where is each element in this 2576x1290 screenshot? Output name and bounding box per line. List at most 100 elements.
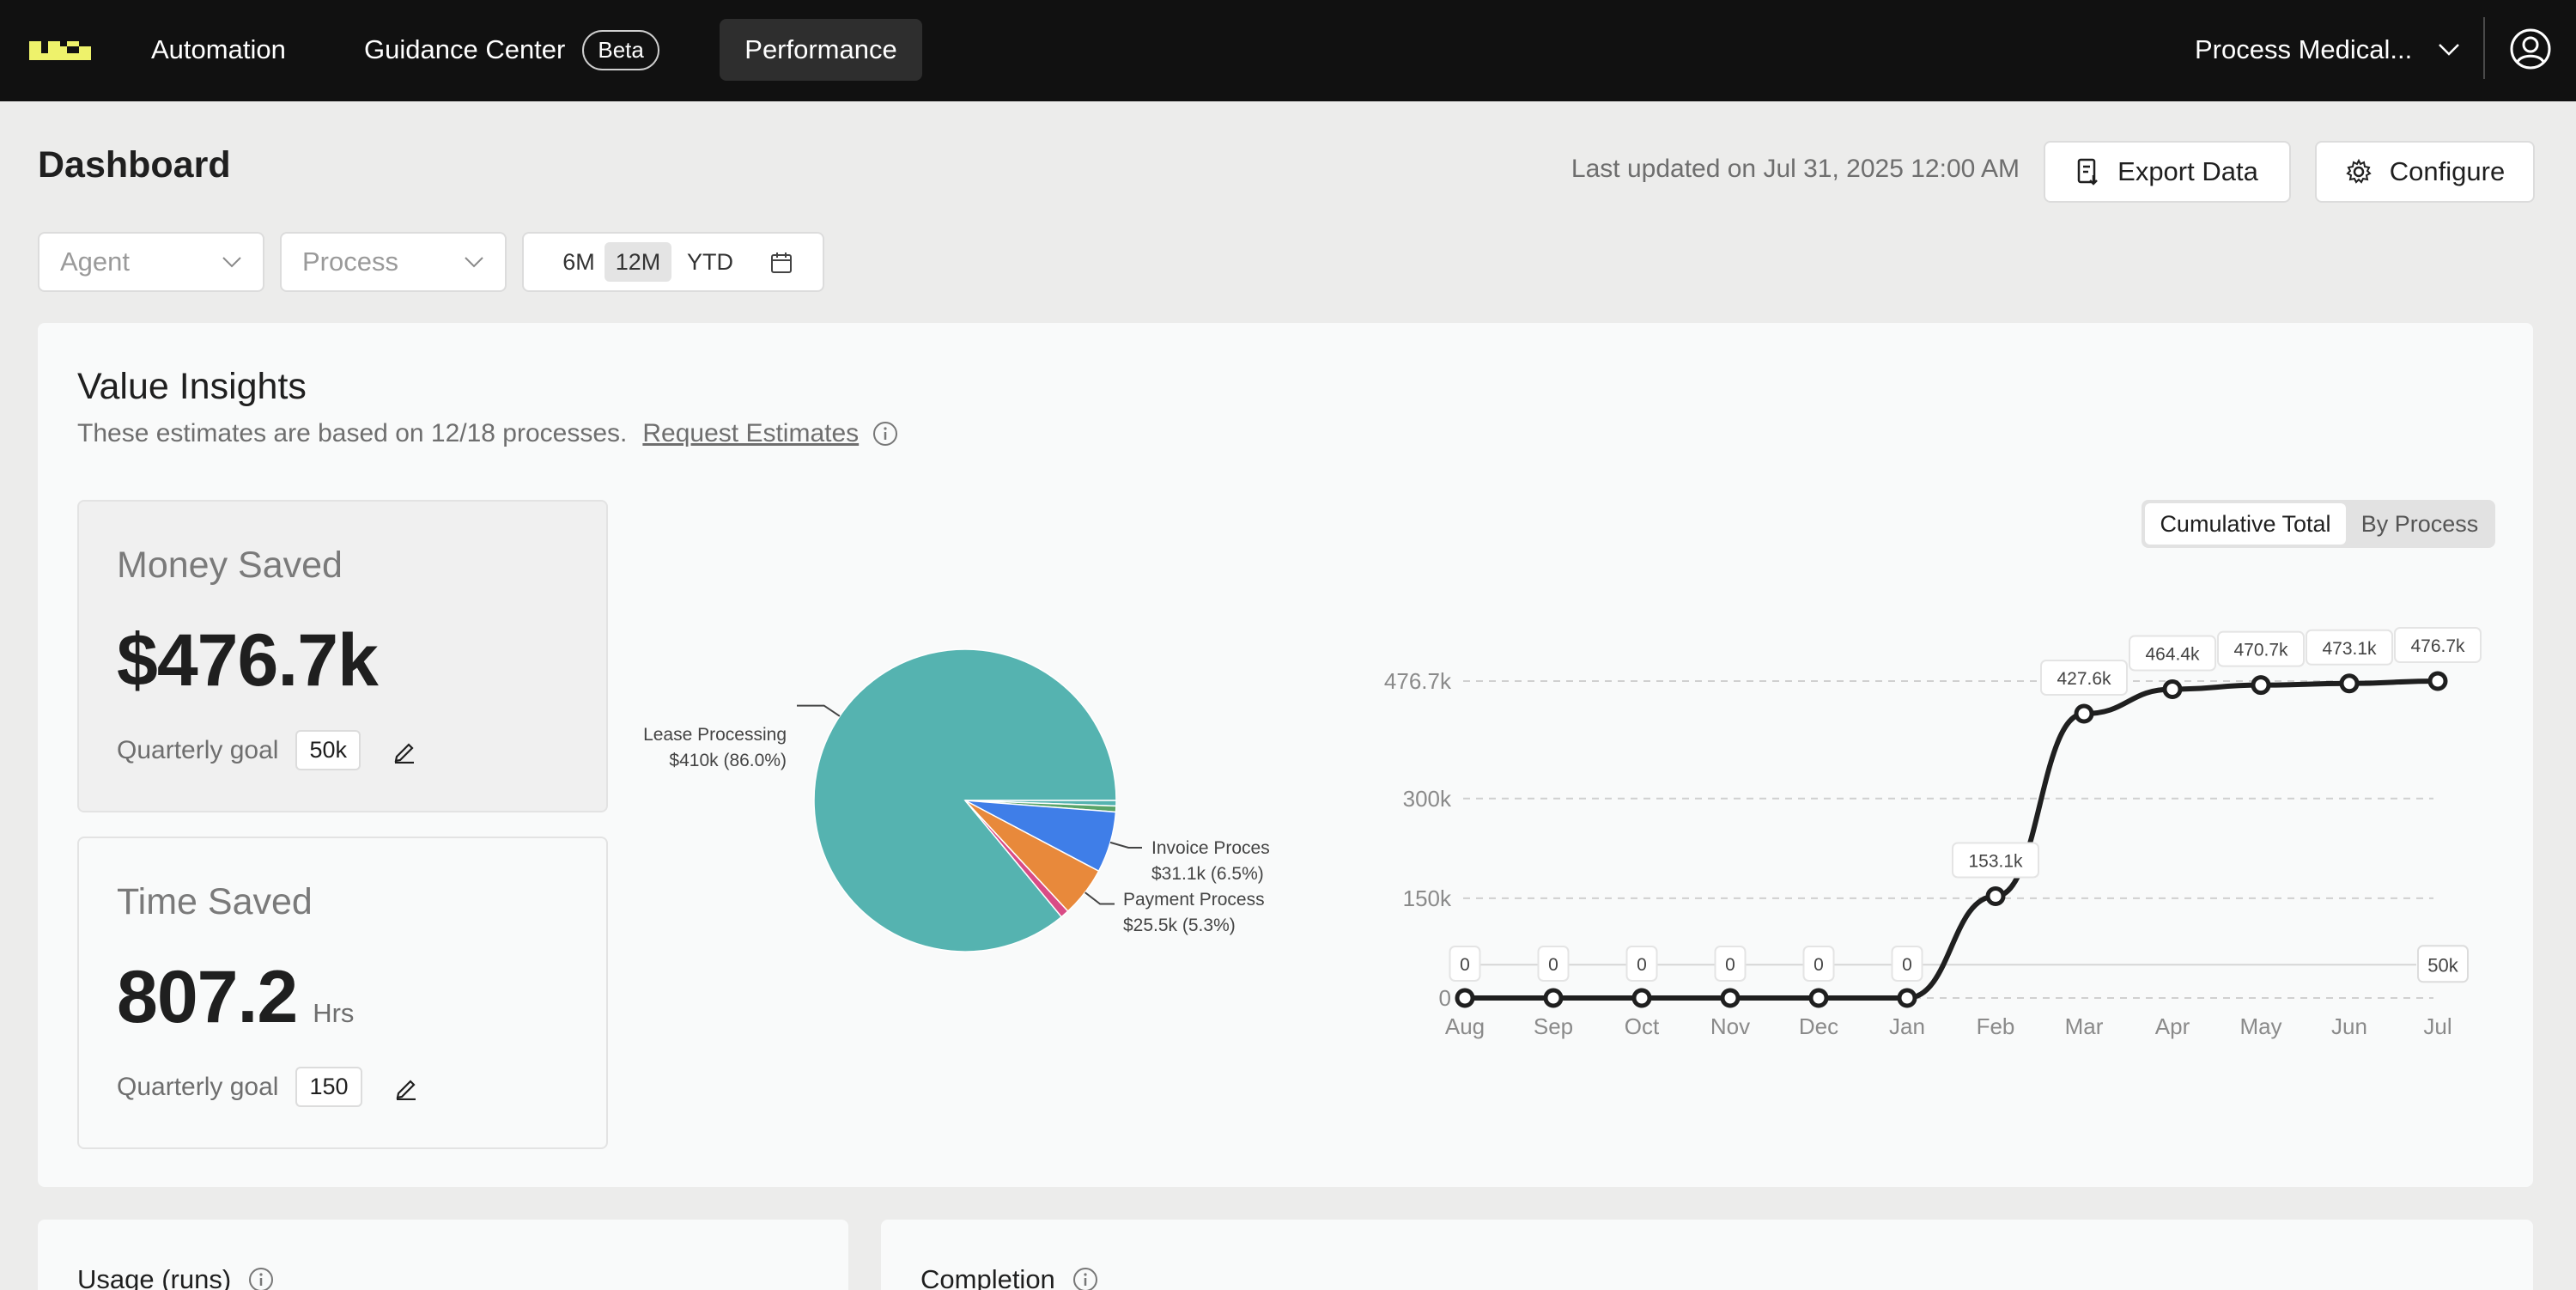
x-tick-label: Jul [2423,1013,2451,1039]
pie-label-clip [1278,830,1312,890]
y-tick-label: 476.7k [1384,668,1452,694]
data-point [1897,988,1917,1008]
x-tick-label: Sep [1534,1013,1573,1039]
nav-guidance-center[interactable]: Guidance Center Beta [342,19,682,81]
x-tick-label: Nov [1710,1013,1750,1039]
y-tick-label: 300k [1403,786,1452,812]
cumulative-total-toggle[interactable]: Cumulative Total [2145,503,2346,545]
date-range-picker: 6M 12M YTD [522,232,824,292]
pie-slice [813,648,1117,952]
data-label: 0 [1814,955,1824,975]
x-tick-label: May [2239,1013,2281,1039]
calendar-icon[interactable] [769,251,793,275]
chevron-down-icon [222,257,241,268]
request-estimates-link[interactable]: Request Estimates [642,419,860,447]
pie-leader-line [1084,891,1115,905]
export-data-label: Export Data [2117,156,2258,186]
value-insights-subtitle-text: These estimates are based on 12/18 proce… [77,419,628,447]
data-label: 0 [1460,955,1470,975]
user-account-icon[interactable] [2509,27,2552,70]
export-data-button[interactable]: Export Data [2044,141,2291,203]
configure-button[interactable]: Configure [2315,141,2535,203]
data-label: 0 [1637,955,1647,975]
x-tick-label: Apr [2155,1013,2190,1039]
info-icon[interactable] [872,421,898,447]
info-icon[interactable] [248,1267,274,1290]
agent-filter-placeholder: Agent [60,246,131,277]
usage-title: Usage (runs) [77,1264,232,1290]
data-label-box [2040,660,2128,697]
x-tick-label: Dec [1799,1013,1838,1039]
money-saved-value: $476.7k [117,619,379,702]
data-point [2251,675,2271,696]
data-point [2162,679,2183,700]
value-charts: Lease Processing $410k (86.0%) Invoice Pro… [643,627,2482,1039]
edit-pencil-icon[interactable] [392,738,417,764]
beta-badge: Beta [582,29,659,70]
info-icon[interactable] [1072,1267,1098,1290]
gear-icon [2346,158,2372,184]
brand-logo-icon[interactable] [29,41,91,60]
completion-card: Completion [881,1220,2533,1290]
range-6m-button[interactable]: 6M [562,248,595,275]
money-saved-card: Money Saved $476.7k Quarterly goal 50k [77,500,608,812]
pie-slice [964,800,1069,918]
chevron-down-icon [465,257,483,268]
pie-label-value: $410k (86.0%) [669,751,787,770]
completion-title-row: Completion [920,1264,1098,1290]
top-nav: Automation Guidance Center Beta Performa… [0,0,2576,101]
money-goal-label: Quarterly goal [117,735,279,764]
process-selector[interactable]: Process Medical... [2195,26,2460,74]
value-insights-card: Value Insights These estimates are based… [38,323,2533,1187]
pie-leader-line [1109,841,1142,849]
data-label-box [2129,635,2216,672]
data-label-box [1537,946,1570,982]
time-goal-row: Quarterly goal 150 [117,1067,419,1107]
data-label: 427.6k [2057,669,2111,689]
data-label-box [1891,946,1923,982]
time-saved-value-row: 807.2 Hrs [117,955,354,1040]
by-process-toggle[interactable]: By Process [2360,510,2479,537]
data-label-box [1714,946,1747,982]
time-goal-value: 150 [295,1067,362,1107]
line-chart: 0 150k 300k 476.7k 50k Aug Sep Oct Nov Dec Jan Feb M… [1384,627,2482,1039]
data-point [1720,988,1741,1008]
data-label: 0 [1725,955,1735,975]
series-line [1465,678,2439,1001]
agent-filter-select[interactable]: Agent [38,232,264,292]
data-label: 476.7k [2410,636,2465,656]
goal-line-label: 50k [2427,954,2458,976]
x-tick-label: Oct [1625,1013,1660,1039]
goal-label-box [2417,945,2469,983]
data-label: 0 [1548,955,1558,975]
data-label-box [1952,842,2039,879]
x-tick-label: Feb [1977,1013,2015,1039]
page-title: Dashboard [38,144,231,186]
time-goal-label: Quarterly goal [117,1072,279,1101]
time-saved-value: 807.2 [117,956,298,1038]
last-updated-text: Last updated on Jul 31, 2025 12:00 AM [1571,155,2020,183]
process-filter-select[interactable]: Process [280,232,507,292]
data-label-box [2306,629,2393,666]
data-label: 473.1k [2322,639,2377,659]
export-document-icon [2077,158,2099,186]
nav-performance[interactable]: Performance [720,19,922,81]
x-tick-label: Aug [1445,1013,1485,1039]
edit-pencil-icon[interactable] [393,1074,419,1100]
chevron-down-icon [2439,44,2460,56]
data-label-box [1625,946,1658,982]
data-point [1543,988,1564,1008]
usage-title-row: Usage (runs) [77,1264,274,1290]
data-point [1455,988,1475,1008]
nav-automation-label: Automation [151,34,286,64]
data-point [2427,671,2448,691]
money-goal-row: Quarterly goal 50k [117,730,417,770]
money-goal-value: 50k [295,730,361,770]
range-12m-button[interactable]: 12M [605,242,671,282]
configure-label: Configure [2389,156,2506,186]
process-selector-label: Process Medical... [2195,34,2413,64]
range-ytd-button[interactable]: YTD [687,248,733,275]
data-point [2074,703,2094,724]
nav-automation[interactable]: Automation [129,19,308,81]
pie-leader-line [797,704,841,717]
